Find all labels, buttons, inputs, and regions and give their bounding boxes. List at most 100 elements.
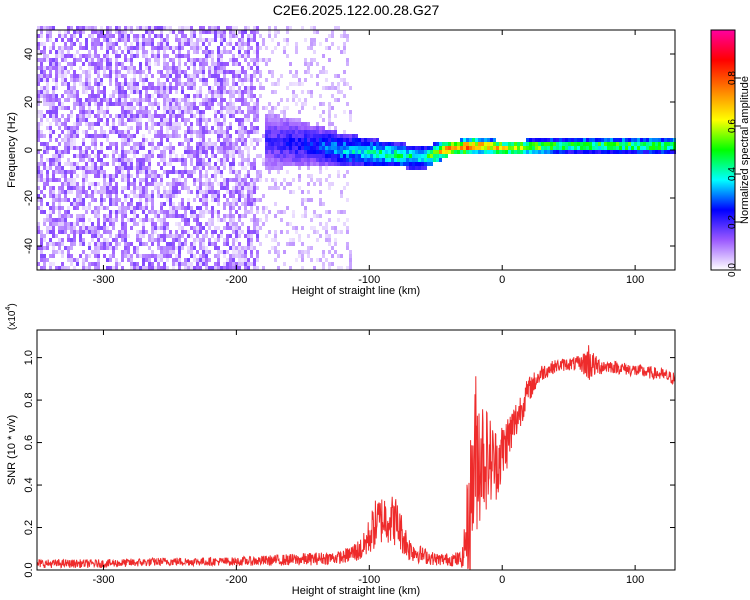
spectrogram-cell [205, 250, 208, 254]
spectrogram-cell [160, 34, 163, 38]
spectrogram-cell [310, 90, 313, 94]
spectrogram-cell [322, 146, 325, 150]
spectrogram-cell [178, 50, 181, 54]
spectrogram-cell [190, 206, 193, 210]
spectrogram-cell [217, 130, 220, 134]
spectrogram-cell [133, 34, 136, 38]
spectrogram-cell [247, 34, 250, 38]
spectrogram-cell [139, 206, 142, 210]
spectrogram-cell [511, 150, 514, 154]
spectrogram-cell [46, 126, 49, 130]
spectrogram-cell [64, 226, 67, 230]
spectrogram-cell [520, 146, 523, 150]
spectrogram-cell [559, 150, 562, 154]
spectrogram-cell [253, 26, 256, 30]
spectrogram-cell [286, 54, 289, 58]
spectrogram-cell [238, 146, 241, 150]
spectrogram-cell [85, 38, 88, 42]
spectrogram-cell [367, 162, 370, 166]
spectrogram-cell [223, 90, 226, 94]
spectrogram-cell [349, 138, 352, 142]
spectrogram-cell [253, 190, 256, 194]
y-tick-label: 40 [23, 48, 35, 60]
spectrogram-cell [199, 214, 202, 218]
spectrogram-cell [76, 74, 79, 78]
spectrogram-cell [226, 42, 229, 46]
spectrogram-cell [235, 174, 238, 178]
spectrogram-cell [280, 134, 283, 138]
spectrogram-cell [193, 150, 196, 154]
spectrogram-cell [160, 254, 163, 258]
spectrogram-cell [226, 258, 229, 262]
spectrogram-cell [154, 210, 157, 214]
spectrogram-cell [403, 146, 406, 150]
spectrogram-cell [64, 78, 67, 82]
spectrogram-cell [130, 70, 133, 74]
spectrogram-cell [97, 86, 100, 90]
spectrogram-cell [361, 158, 364, 162]
spectrogram-cell [244, 70, 247, 74]
spectrogram-cell [67, 258, 70, 262]
spectrogram-cell [211, 182, 214, 186]
spectrogram-cell [88, 206, 91, 210]
spectrogram-cell [274, 182, 277, 186]
spectrogram-cell [139, 98, 142, 102]
spectrogram-cell [331, 134, 334, 138]
spectrogram-cell [187, 202, 190, 206]
spectrogram-cell [175, 170, 178, 174]
spectrogram-cell [355, 134, 358, 138]
spectrogram-cell [274, 186, 277, 190]
spectrogram-cell [172, 262, 175, 266]
spectrogram-cell [82, 206, 85, 210]
spectrogram-cell [139, 74, 142, 78]
spectrogram-cell [94, 146, 97, 150]
spectrogram-cell [166, 38, 169, 42]
spectrogram-cell [100, 162, 103, 166]
spectrogram-cell [40, 78, 43, 82]
spectrogram-cell [151, 242, 154, 246]
spectrogram-cell [562, 138, 565, 142]
spectrogram-cell [103, 94, 106, 98]
spectrogram-cell [178, 26, 181, 30]
spectrogram-cell [115, 210, 118, 214]
spectrogram-cell [208, 106, 211, 110]
spectrogram-cell [220, 50, 223, 54]
spectrogram-cell [217, 50, 220, 54]
spectrogram-cell [232, 74, 235, 78]
spectrogram-cell [193, 238, 196, 242]
spectrogram-cell [337, 98, 340, 102]
spectrogram-cell [349, 134, 352, 138]
spectrogram-cell [94, 50, 97, 54]
spectrogram-cell [142, 98, 145, 102]
spectrogram-cell [322, 66, 325, 70]
spectrogram-cell [199, 162, 202, 166]
spectrogram-cell [205, 190, 208, 194]
spectrogram-cell [88, 254, 91, 258]
spectrogram-cell [67, 130, 70, 134]
spectrogram-cell [154, 54, 157, 58]
spectrogram-cell [121, 118, 124, 122]
spectrogram-cell [220, 106, 223, 110]
spectrogram-cell [196, 166, 199, 170]
spectrogram-cell [166, 138, 169, 142]
spectrogram-cell [244, 166, 247, 170]
spectrogram-cell [37, 230, 40, 234]
spectrogram-cell [259, 242, 262, 246]
spectrogram-cell [328, 106, 331, 110]
spectrogram-cell [100, 206, 103, 210]
spectrogram-cell [70, 182, 73, 186]
spectrogram-cell [142, 34, 145, 38]
spectrogram-cell [307, 246, 310, 250]
spectrogram-cell [295, 258, 298, 262]
spectrogram-cell [619, 146, 622, 150]
spectrogram-cell [58, 206, 61, 210]
spectrogram-cell [43, 254, 46, 258]
spectrogram-cell [307, 142, 310, 146]
spectrogram-cell [211, 142, 214, 146]
spectrogram-cell [226, 138, 229, 142]
spectrogram-cell [190, 266, 193, 270]
spectrogram-cell [103, 226, 106, 230]
spectrogram-cell [64, 34, 67, 38]
spectrogram-cell [112, 222, 115, 226]
spectrogram-cell [400, 158, 403, 162]
